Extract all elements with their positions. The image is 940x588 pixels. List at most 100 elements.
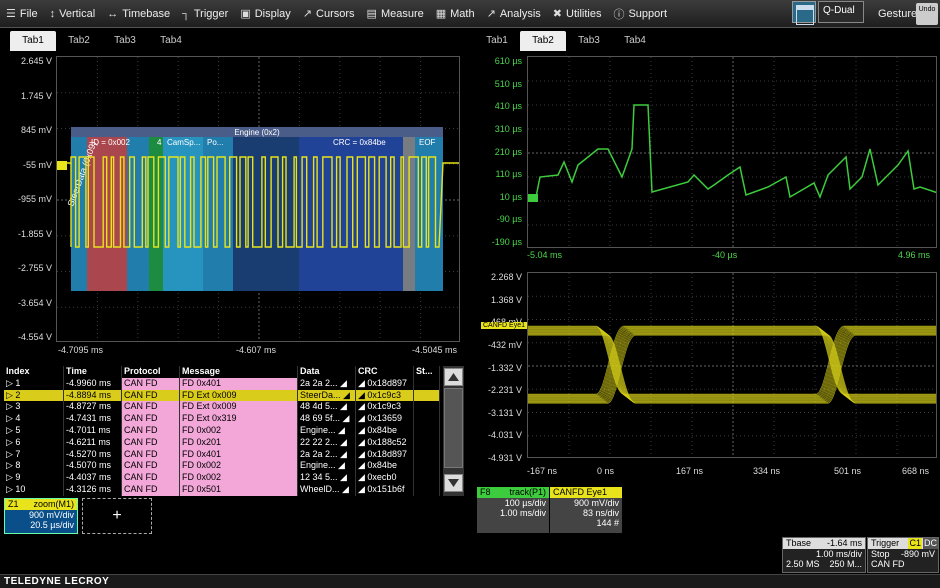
column-header[interactable]: CRC bbox=[356, 366, 414, 378]
y-tick-label: -955 mV bbox=[17, 194, 52, 204]
menu-utilities[interactable]: ✖ Utilities bbox=[547, 0, 608, 28]
track-waveform bbox=[528, 104, 936, 200]
menu-analysis[interactable]: ↗ Analysis bbox=[481, 0, 547, 28]
y-tick-label: -2.755 V bbox=[17, 263, 52, 273]
table-scrollbar[interactable] bbox=[443, 366, 464, 496]
file-icon: ☰ bbox=[6, 8, 16, 20]
menu-cursors[interactable]: ↗ Cursors bbox=[297, 0, 361, 28]
left-tab-2[interactable]: Tab2 bbox=[68, 35, 90, 46]
left-waveform-grid[interactable]: Engine (0x2) ID = 0x002 4 CamSp... Po... CRC … bbox=[56, 56, 460, 342]
table-cell: ▷ 8 bbox=[4, 460, 64, 473]
table-cell: 22 22 2... ◢ bbox=[298, 436, 356, 449]
table-cell: ◢ 0x151b6f bbox=[356, 483, 414, 496]
menu-label: Measure bbox=[380, 7, 424, 20]
decode-header-label: Engine (0x2) bbox=[234, 128, 280, 137]
eye-count: 144 # bbox=[596, 518, 619, 528]
menu-label: Trigger bbox=[193, 7, 229, 20]
decode-field-label: 4 bbox=[157, 138, 162, 147]
scroll-thumb[interactable] bbox=[444, 388, 463, 468]
table-row[interactable]: ▷ 1 -4.9960 ms CAN FD FD 0x401 2a 2a 2... ◢ ◢… bbox=[4, 377, 440, 390]
trigger-descriptor[interactable]: Trigger C1 DC Stop -890 mV CAN FD bbox=[867, 537, 939, 573]
column-header[interactable]: Index bbox=[4, 366, 64, 378]
table-cell: ▷ 7 bbox=[4, 448, 64, 461]
table-cell: -4.4037 ms bbox=[64, 472, 122, 484]
tbase-samples: 2.50 MS bbox=[786, 559, 820, 569]
right-tab-4[interactable]: Tab4 bbox=[624, 35, 646, 46]
left-tab-3[interactable]: Tab3 bbox=[114, 35, 136, 46]
add-trace-button[interactable]: + bbox=[82, 498, 152, 534]
menu-display[interactable]: ▣ Display bbox=[234, 0, 296, 28]
trigger-coupling: DC bbox=[923, 538, 938, 549]
column-header[interactable]: Data bbox=[298, 366, 356, 378]
column-header[interactable]: Time bbox=[64, 366, 122, 378]
table-cell: 12 34 5... ◢ bbox=[298, 472, 356, 484]
menu-support[interactable]: ⓘ Support bbox=[607, 0, 673, 28]
decode-field-bg bbox=[163, 137, 203, 291]
layout-selector[interactable]: Q-Dual bbox=[792, 1, 864, 25]
column-header[interactable]: Protocol bbox=[122, 366, 180, 378]
table-row[interactable]: ▷ 5 -4.7011 ms CAN FD FD 0x002 Engine... ◢ ◢ … bbox=[4, 424, 440, 437]
eye-trace bbox=[528, 326, 936, 396]
table-cell: ◢ 0x1c9c3 bbox=[356, 389, 414, 402]
table-cell: FD 0x002 bbox=[180, 472, 298, 484]
table-row[interactable]: ▷ 10 -4.3126 ms CAN FD FD 0x501 WheelD... ◢ ◢… bbox=[4, 483, 440, 496]
table-row[interactable]: ▷ 6 -4.6211 ms CAN FD FD 0x201 22 22 2... ◢ ◢… bbox=[4, 436, 440, 449]
column-header[interactable]: St... bbox=[414, 366, 440, 378]
f8-descriptor[interactable]: F8 track(P1) 100 µs/div 1.00 ms/div bbox=[477, 487, 549, 533]
right-tab-1[interactable]: Tab1 bbox=[486, 35, 508, 46]
table-cell: -4.8894 ms bbox=[64, 389, 122, 402]
undo-button[interactable]: Undo bbox=[916, 3, 938, 25]
menu-trigger[interactable]: ┐ Trigger bbox=[176, 0, 234, 28]
table-row[interactable]: ▷ 9 -4.4037 ms CAN FD FD 0x002 12 34 5... ◢ ◢… bbox=[4, 472, 440, 484]
z1-descriptor[interactable]: Z1 zoom(M1) 900 mV/div 20.5 µs/div bbox=[4, 498, 78, 534]
table-cell bbox=[414, 401, 440, 414]
eye-trace bbox=[528, 330, 936, 400]
eye-trace bbox=[528, 331, 936, 401]
timebase-icon: ↔ bbox=[107, 7, 119, 20]
y-tick-label: 410 µs bbox=[494, 101, 522, 112]
gesture-label[interactable]: Gesture bbox=[878, 8, 918, 20]
menu-measure[interactable]: ▤ Measure bbox=[361, 0, 430, 28]
menu-timebase[interactable]: ↔ Timebase bbox=[101, 0, 176, 28]
eye-diagram-grid[interactable] bbox=[527, 272, 937, 458]
x-tick-label: 668 ns bbox=[902, 466, 930, 476]
table-row[interactable]: ▷ 4 -4.7431 ms CAN FD FD Ext 0x319 48 69 5f.… bbox=[4, 413, 440, 425]
eye-trace bbox=[528, 334, 936, 403]
table-cell: -4.7011 ms bbox=[64, 424, 122, 437]
table-row[interactable]: ▷ 3 -4.8727 ms CAN FD FD Ext 0x009 48 4d 5..… bbox=[4, 401, 440, 414]
menu-math[interactable]: ▦ Math bbox=[430, 0, 481, 28]
table-row[interactable]: ▷ 7 -4.5270 ms CAN FD FD 0x401 2a 2a 2... ◢ ◢… bbox=[4, 448, 440, 461]
layout-label[interactable]: Q-Dual bbox=[818, 1, 864, 23]
decode-table[interactable]: Index Time Protocol Message Data CRC St... ▷ 1-… bbox=[4, 366, 440, 496]
right-tab-2[interactable]: Tab2 bbox=[520, 31, 566, 51]
eye-descriptor[interactable]: CANFD Eye1 900 mV/div 83 ns/div 144 # bbox=[550, 487, 622, 533]
right-top-grid[interactable] bbox=[527, 56, 937, 248]
eye-trace bbox=[528, 329, 936, 399]
table-cell: CAN FD bbox=[122, 389, 180, 402]
menu-items: ☰ File ↕ Vertical ↔ Timebase ┐ Trigger ▣ Display ↗… bbox=[0, 0, 673, 28]
table-row[interactable]: ▷ 8 -4.5070 ms CAN FD FD 0x002 Engine... ◢ ◢ … bbox=[4, 460, 440, 473]
table-cell: ◢ 0x18d897 bbox=[356, 448, 414, 461]
table-cell: FD 0x201 bbox=[180, 436, 298, 449]
table-row[interactable]: ▷ 2 -4.8894 ms CAN FD FD Ext 0x009 SteerDa..… bbox=[4, 389, 440, 402]
scroll-down-button[interactable] bbox=[444, 474, 463, 492]
f8-tag: F8 bbox=[480, 487, 491, 497]
scroll-up-button[interactable] bbox=[444, 368, 463, 386]
x-tick-label: -4.5045 ms bbox=[412, 345, 458, 355]
eye-trace bbox=[528, 328, 936, 398]
column-header[interactable]: Message bbox=[180, 366, 298, 378]
left-tab-4[interactable]: Tab4 bbox=[160, 35, 182, 46]
left-tab-1[interactable]: Tab1 bbox=[10, 31, 56, 51]
menu-file[interactable]: ☰ File bbox=[0, 0, 44, 28]
x-tick-label: -4.7095 ms bbox=[58, 345, 104, 355]
trigger-type: CAN FD bbox=[871, 559, 905, 569]
tbase-offset: -1.64 ms bbox=[826, 538, 862, 548]
timebase-descriptor[interactable]: Tbase -1.64 ms 1.00 ms/div 2.50 MS 250 M… bbox=[782, 537, 866, 573]
table-cell: FD 0x401 bbox=[180, 448, 298, 461]
table-cell: 2a 2a 2... ◢ bbox=[298, 448, 356, 461]
table-cell: ◢ 0x84be bbox=[356, 424, 414, 437]
right-tab-3[interactable]: Tab3 bbox=[578, 35, 600, 46]
table-cell bbox=[414, 448, 440, 461]
layout-thumbnail-icon[interactable] bbox=[792, 1, 816, 25]
menu-vertical[interactable]: ↕ Vertical bbox=[44, 0, 102, 28]
